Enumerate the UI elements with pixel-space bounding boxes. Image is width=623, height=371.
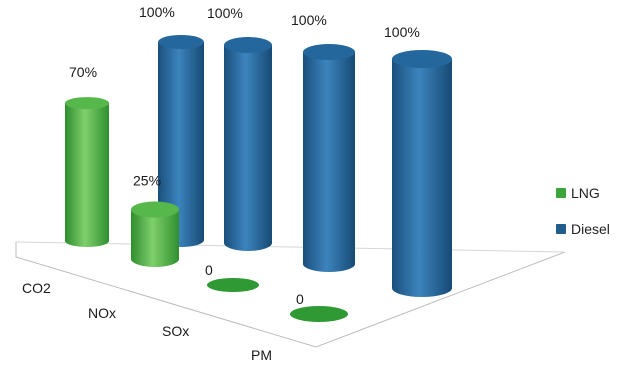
bar-body-diesel-co2 [158,42,204,247]
legend-label-lng: LNG [571,185,600,201]
data-label-diesel-nox: 100% [207,5,243,21]
bar-cap-diesel-nox [224,37,272,53]
category-label-sox: SOx [162,323,189,339]
bar-lng-pm [290,306,348,322]
bar-lng-sox [207,278,259,292]
data-label-lng-pm: 0 [296,291,304,307]
bar-diesel-nox [224,37,272,251]
floor-outline [15,242,566,348]
legend-label-diesel: Diesel [571,221,610,237]
floor-back-edge [15,241,566,253]
data-label-lng-sox: 0 [205,262,213,278]
bar-cap-diesel-pm [392,50,452,68]
bar-diesel-sox [303,44,355,272]
bar-cap-diesel-sox [303,44,355,60]
bars-layer [65,35,452,322]
bar-body-diesel-pm [392,59,452,297]
category-label-pm: PM [251,347,272,363]
bar-body-lng-nox [131,209,179,267]
legend-swatch-diesel [556,224,566,234]
bar-diesel-co2 [158,35,204,247]
legend-item-lng: LNG [556,182,610,204]
legend-swatch-lng [556,188,566,198]
bar-body-diesel-nox [224,45,272,251]
bar-cap-lng-co2 [65,97,109,110]
labels-layer: 100% 100% 100% 100% 70% 25% 0 0 CO2 NOx SOx PM [22,4,420,363]
category-label-nox: NOx [88,305,116,321]
bar-body-lng-co2 [65,103,109,247]
bar-cap-lng-nox [131,201,179,218]
data-label-lng-nox: 25% [133,173,161,189]
bar-cap-lng-sox [207,278,259,292]
bar-lng-nox [131,201,179,267]
legend-item-diesel: Diesel [556,218,610,240]
data-label-diesel-co2: 100% [139,4,175,20]
bar-cap-diesel-co2 [158,35,204,49]
bar-diesel-pm [392,50,452,297]
data-label-diesel-pm: 100% [384,24,420,40]
data-label-lng-co2: 70% [69,64,97,80]
bar-lng-co2 [65,97,109,247]
data-label-diesel-sox: 100% [291,12,327,28]
category-label-co2: CO2 [22,280,51,296]
bar-cap-lng-pm [290,306,348,322]
bar-body-diesel-sox [303,52,355,272]
legend: LNG Diesel [556,182,610,254]
